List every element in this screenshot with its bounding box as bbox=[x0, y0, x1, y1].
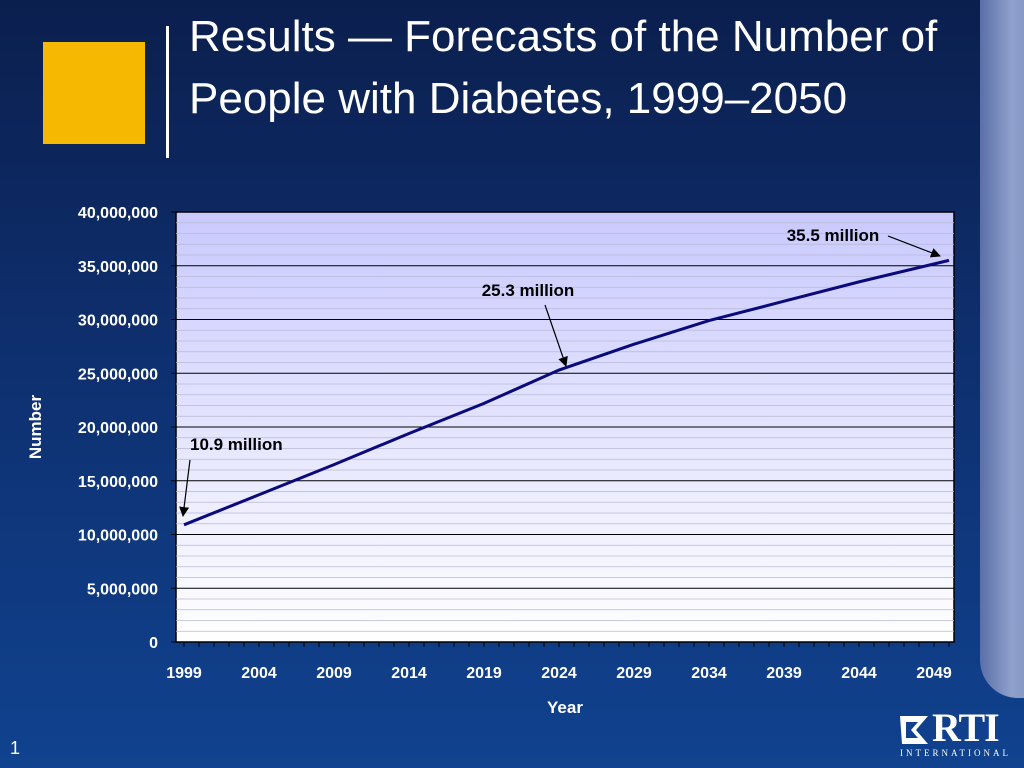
x-tick-labels: 1999 2004 2009 2014 2019 2024 2029 2034 2039 2044… bbox=[166, 665, 952, 682]
minor-gridlines bbox=[176, 222, 954, 632]
y-tick-label: 20,000,000 bbox=[78, 420, 158, 437]
y-tick-labels: 0 5,000,000 10,000,000 15,000,000 20,000,000… bbox=[78, 205, 158, 652]
y-tick-label: 25,000,000 bbox=[78, 366, 158, 383]
x-tick-label: 2019 bbox=[466, 665, 502, 682]
logo-subtitle: INTERNATIONAL bbox=[900, 748, 1011, 758]
x-tick-label: 2039 bbox=[766, 665, 802, 682]
x-tick-label: 2029 bbox=[616, 665, 652, 682]
y-tick-label: 35,000,000 bbox=[78, 259, 158, 276]
annotation-arrow bbox=[887, 235, 941, 258]
x-tick-label: 2004 bbox=[241, 665, 277, 682]
x-tick-label: 1999 bbox=[166, 665, 202, 682]
logo-text: RTI bbox=[932, 705, 1000, 750]
title-rule bbox=[166, 26, 169, 158]
annotation-label: 35.5 million bbox=[787, 226, 880, 245]
page-number: 1 bbox=[10, 738, 21, 758]
y-axis-title: Number bbox=[26, 395, 45, 460]
annotation-label: 25.3 million bbox=[482, 281, 575, 300]
logo-mark-icon bbox=[900, 716, 928, 744]
x-tick-label: 2034 bbox=[691, 665, 727, 682]
major-gridlines bbox=[171, 211, 954, 643]
annotation-arrow bbox=[179, 459, 191, 517]
annotations: 10.9 million 25.3 million 35.5 million bbox=[179, 226, 941, 517]
x-tick-label: 2014 bbox=[391, 665, 427, 682]
slide-title: Results — Forecasts of the Number of Peo… bbox=[189, 12, 938, 123]
x-axis-title: Year bbox=[547, 698, 583, 717]
y-tick-label: 10,000,000 bbox=[78, 528, 158, 545]
accent-square bbox=[43, 42, 145, 144]
y-tick-label: 30,000,000 bbox=[78, 313, 158, 330]
x-tick-label: 2009 bbox=[316, 665, 352, 682]
x-tick-label: 2024 bbox=[541, 665, 577, 682]
x-tick-label: 2044 bbox=[841, 665, 877, 682]
annotation-label: 10.9 million bbox=[190, 435, 283, 454]
rti-logo: RTI INTERNATIONAL bbox=[896, 708, 1016, 764]
series-line bbox=[183, 258, 950, 527]
y-tick-label: 15,000,000 bbox=[78, 474, 158, 491]
annotation-arrow bbox=[544, 304, 568, 367]
y-tick-label: 5,000,000 bbox=[87, 581, 158, 598]
x-tick-label: 2049 bbox=[916, 665, 952, 682]
y-tick-label: 0 bbox=[149, 635, 158, 652]
side-decoration-bar bbox=[980, 0, 1024, 698]
x-tick-marks bbox=[183, 642, 950, 647]
y-tick-label: 40,000,000 bbox=[78, 205, 158, 222]
